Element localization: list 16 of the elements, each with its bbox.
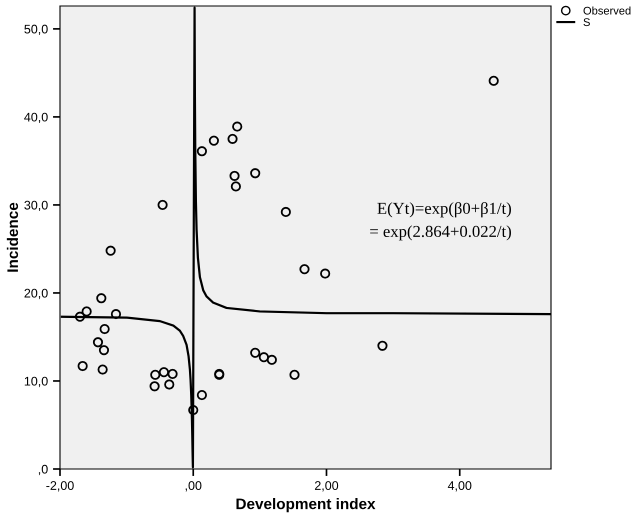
- x-tick-label: -2,00: [46, 481, 74, 492]
- x-tick-label: 4,00: [448, 481, 472, 492]
- x-axis-title: Development index: [236, 498, 376, 512]
- y-tick-label: 50,0: [24, 24, 48, 36]
- x-tick-label: ,00: [186, 481, 202, 492]
- x-tick-label: 2,00: [314, 481, 338, 492]
- y-tick-label: 20,0: [24, 288, 48, 300]
- y-tick-label: 40,0: [24, 112, 48, 124]
- legend-label: Observed: [584, 6, 630, 15]
- y-tick-label: 10,0: [24, 376, 48, 388]
- legend-label: S: [584, 18, 590, 26]
- y-tick-label: 30,0: [24, 200, 48, 212]
- annotation: E(Yt)=exp(β0+β1/t): [377, 202, 511, 218]
- y-axis-title: Incidence: [6, 202, 18, 272]
- y-tick-label: ,0: [38, 464, 48, 476]
- annotation: = exp(2.864+0.022/t): [370, 225, 511, 240]
